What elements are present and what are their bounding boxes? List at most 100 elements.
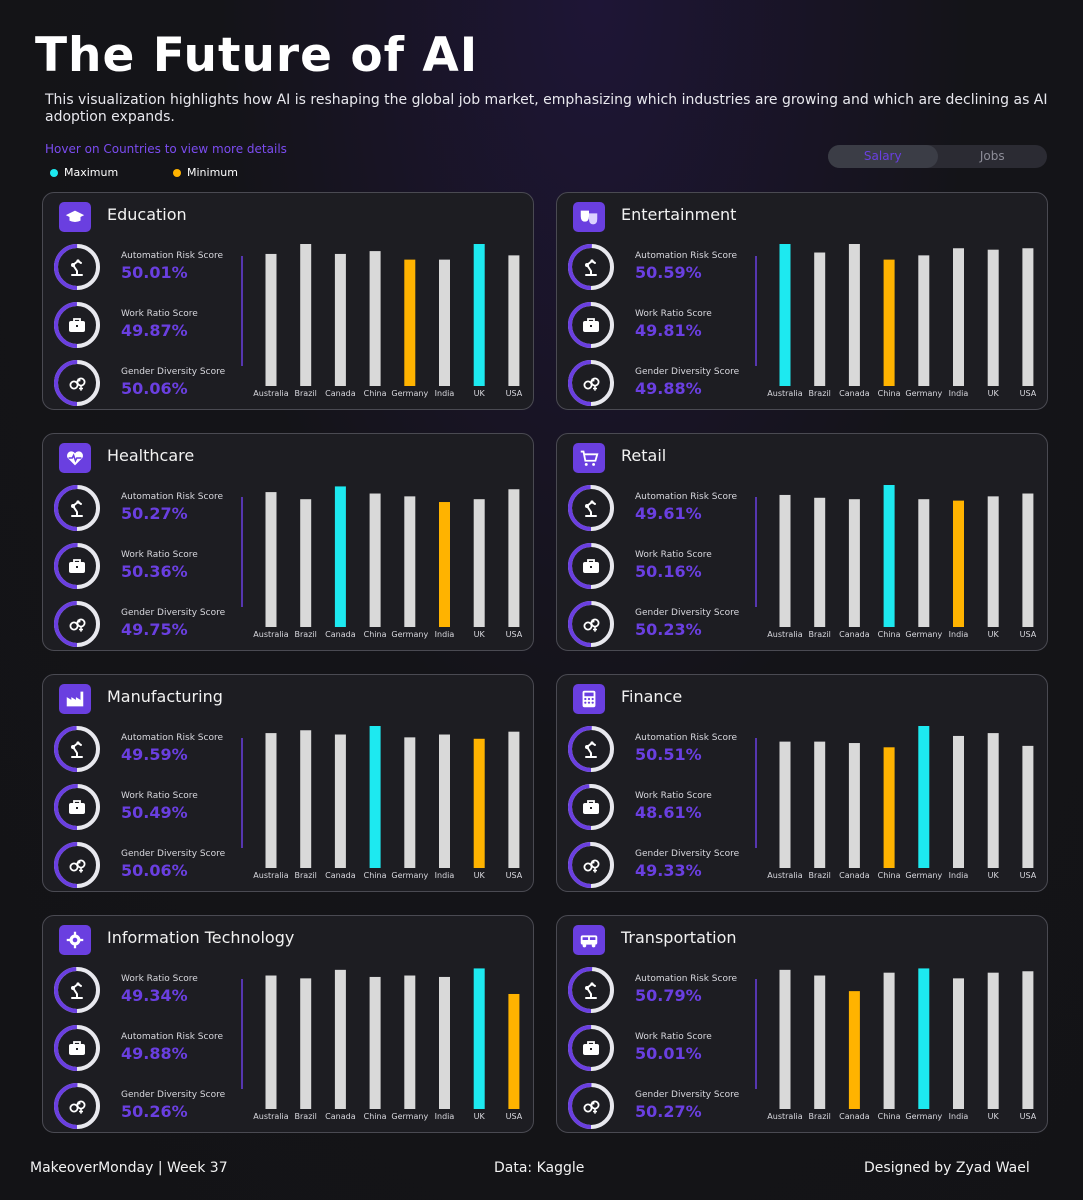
bar-uk[interactable]: [987, 972, 999, 1109]
bar-china[interactable]: [883, 747, 895, 868]
bar-canada[interactable]: [334, 486, 346, 627]
bar-canada[interactable]: [848, 991, 860, 1109]
bar-chart: Australia Brazil Canada China Germany India UK…: [755, 726, 1037, 880]
bar-canada[interactable]: [334, 253, 346, 386]
bar-china[interactable]: [883, 259, 895, 386]
metric-item: Gender Diversity Score 50.26%: [53, 1082, 243, 1132]
bar-brazil[interactable]: [814, 741, 826, 868]
bar-china[interactable]: [369, 726, 381, 868]
bar-canada[interactable]: [848, 499, 860, 627]
bar-canada[interactable]: [334, 969, 346, 1109]
card-title: Finance: [621, 687, 683, 706]
bar-uk[interactable]: [473, 244, 485, 386]
bar-germany[interactable]: [404, 496, 416, 627]
bar-australia[interactable]: [779, 244, 791, 386]
x-tick-label: Australia: [253, 389, 288, 398]
bar-uk[interactable]: [987, 733, 999, 868]
industry-card: Finance Automation Risk Score 50.51% Work R…: [556, 674, 1048, 892]
bar-brazil[interactable]: [814, 252, 826, 386]
bar-australia[interactable]: [265, 253, 277, 386]
gender-icon: [69, 377, 86, 391]
bar-australia[interactable]: [265, 975, 277, 1109]
bar-india[interactable]: [439, 734, 450, 868]
it-gear-icon: [59, 925, 91, 955]
bar-india[interactable]: [439, 502, 450, 627]
bar-india[interactable]: [439, 976, 450, 1109]
x-tick-label: Canada: [839, 389, 870, 398]
bar-canada[interactable]: [848, 244, 860, 386]
bar-brazil[interactable]: [814, 975, 826, 1109]
bar-chart: Australia Brazil Canada China Germany India UK…: [755, 968, 1037, 1121]
bar-uk[interactable]: [987, 249, 999, 386]
industry-card: Information Technology Work Ratio Score 49…: [42, 915, 534, 1133]
bar-germany[interactable]: [918, 726, 930, 868]
bar-usa[interactable]: [508, 731, 520, 868]
metric-item: Work Ratio Score 48.61%: [567, 783, 757, 833]
bar-uk[interactable]: [987, 496, 999, 627]
bar-germany[interactable]: [404, 737, 416, 868]
bar-australia[interactable]: [265, 733, 277, 868]
x-tick-label: Canada: [325, 1112, 356, 1121]
bar-australia[interactable]: [779, 494, 791, 627]
bar-canada[interactable]: [334, 734, 346, 868]
bar-brazil[interactable]: [300, 730, 312, 868]
metric-label: Automation Risk Score: [121, 492, 224, 502]
score-ring: [54, 726, 100, 772]
salary-jobs-toggle[interactable]: Salary Jobs: [828, 145, 1047, 168]
bar-uk[interactable]: [473, 499, 485, 627]
score-ring: [54, 784, 100, 830]
metric-label: Work Ratio Score: [121, 791, 198, 801]
metric-label: Gender Diversity Score: [635, 849, 740, 859]
metric-label: Work Ratio Score: [121, 974, 198, 984]
briefcase-icon: [69, 1041, 85, 1055]
metric-value: 48.61%: [635, 803, 702, 822]
metric-item: Gender Diversity Score 50.27%: [567, 1082, 757, 1132]
bar-usa[interactable]: [508, 993, 520, 1109]
bar-uk[interactable]: [473, 968, 485, 1109]
x-tick-label: USA: [1020, 630, 1037, 639]
bar-china[interactable]: [369, 493, 381, 627]
bar-germany[interactable]: [918, 968, 930, 1109]
bar-germany[interactable]: [404, 975, 416, 1109]
metric-value: 50.16%: [635, 562, 702, 581]
x-tick-label: India: [435, 389, 455, 398]
bar-usa[interactable]: [1022, 971, 1034, 1109]
theater-masks-icon: [573, 202, 605, 232]
bar-germany[interactable]: [918, 255, 930, 386]
bar-germany[interactable]: [404, 259, 416, 386]
bar-usa[interactable]: [508, 255, 520, 386]
bar-australia[interactable]: [265, 492, 277, 627]
toggle-salary[interactable]: Salary: [828, 145, 938, 168]
bar-india[interactable]: [953, 500, 964, 627]
bar-india[interactable]: [439, 259, 450, 386]
bar-usa[interactable]: [1022, 493, 1034, 627]
bar-india[interactable]: [953, 735, 964, 868]
bar-brazil[interactable]: [300, 978, 312, 1109]
bar-germany[interactable]: [918, 499, 930, 627]
bar-china[interactable]: [883, 972, 895, 1109]
x-tick-label: Australia: [253, 630, 288, 639]
bar-china[interactable]: [369, 251, 381, 386]
robot-arm-icon: [71, 500, 83, 517]
toggle-jobs[interactable]: Jobs: [979, 149, 1005, 163]
bar-usa[interactable]: [1022, 745, 1034, 868]
metric-label: Gender Diversity Score: [635, 608, 740, 618]
bar-brazil[interactable]: [300, 499, 312, 627]
metric-item: Work Ratio Score 50.36%: [53, 542, 243, 592]
bar-australia[interactable]: [779, 741, 791, 868]
metric-item: Gender Diversity Score 49.75%: [53, 600, 243, 650]
bar-india[interactable]: [953, 248, 964, 386]
metric-value: 50.49%: [121, 803, 188, 822]
x-tick-label: Brazil: [295, 389, 317, 398]
bar-australia[interactable]: [779, 969, 791, 1109]
bar-brazil[interactable]: [300, 244, 312, 386]
bar-china[interactable]: [369, 976, 381, 1109]
bar-china[interactable]: [883, 485, 895, 627]
bar-india[interactable]: [953, 978, 964, 1109]
bar-brazil[interactable]: [814, 497, 826, 627]
bar-usa[interactable]: [508, 489, 520, 627]
bar-canada[interactable]: [848, 743, 860, 868]
bar-uk[interactable]: [473, 738, 485, 868]
bar-usa[interactable]: [1022, 248, 1034, 386]
x-tick-label: UK: [474, 389, 486, 398]
